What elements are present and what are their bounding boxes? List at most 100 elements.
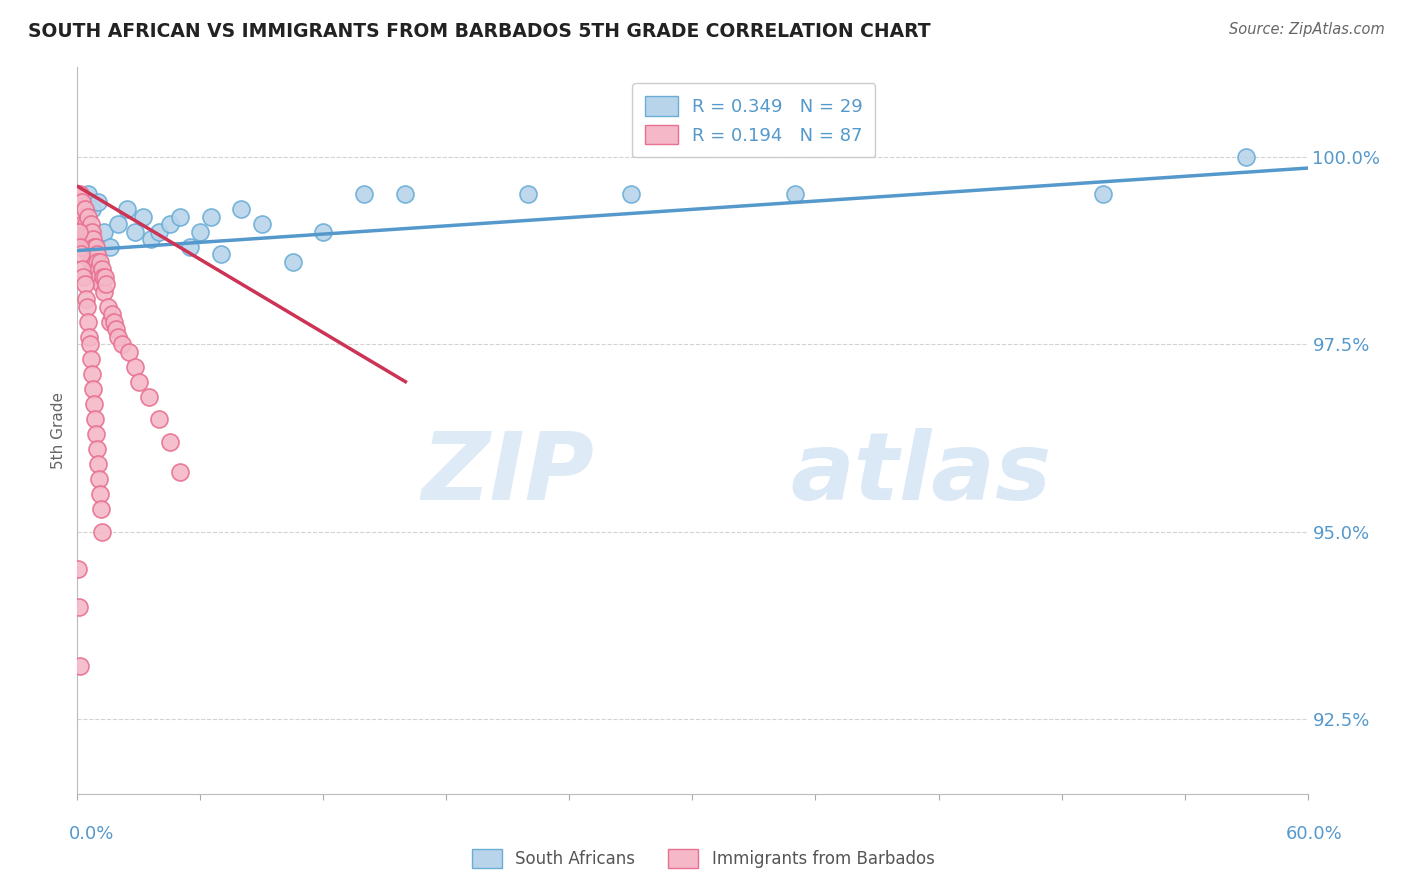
Point: [84, 254, 107, 268]
Point: [169, 465, 191, 479]
Point: [90, 524, 114, 539]
Point: [67, 187, 90, 202]
Point: [76, 240, 98, 254]
Point: [111, 337, 134, 351]
Point: [132, 210, 155, 224]
Point: [80, 254, 103, 268]
Point: [86, 442, 108, 457]
Y-axis label: 5th Grade: 5th Grade: [51, 392, 66, 469]
Point: [76, 225, 98, 239]
Point: [82, 247, 104, 261]
Legend: R = 0.349   N = 29, R = 0.194   N = 87: R = 0.349 N = 29, R = 0.194 N = 87: [633, 83, 876, 157]
Point: [87, 262, 110, 277]
Point: [84, 427, 107, 442]
Point: [90, 502, 112, 516]
Point: [105, 322, 128, 336]
Point: [76, 300, 98, 314]
Point: [82, 225, 104, 239]
Point: [353, 187, 375, 202]
Point: [72, 210, 94, 224]
Point: [124, 359, 146, 374]
Point: [69, 187, 91, 202]
Point: [72, 210, 94, 224]
Point: [128, 375, 150, 389]
Point: [67, 225, 90, 239]
Point: [86, 247, 108, 261]
Point: [94, 277, 117, 292]
Point: [70, 247, 93, 261]
Point: [103, 315, 125, 329]
Text: atlas: atlas: [792, 428, 1052, 520]
Point: [200, 210, 222, 224]
Text: Source: ZipAtlas.com: Source: ZipAtlas.com: [1229, 22, 1385, 37]
Point: [67, 194, 90, 209]
Point: [281, 254, 304, 268]
Point: [179, 240, 201, 254]
Point: [67, 562, 90, 576]
Point: [1091, 187, 1114, 202]
Point: [86, 254, 108, 268]
Point: [83, 397, 105, 411]
Point: [87, 457, 110, 471]
Point: [75, 240, 97, 254]
Point: [76, 315, 98, 329]
Point: [93, 285, 115, 299]
Point: [89, 254, 111, 268]
Point: [72, 217, 94, 231]
Point: [73, 202, 96, 217]
Point: [70, 217, 93, 231]
Point: [69, 659, 91, 673]
Point: [80, 202, 103, 217]
Point: [79, 240, 101, 254]
Point: [87, 194, 110, 209]
Point: [82, 382, 104, 396]
Point: [80, 240, 103, 254]
Text: SOUTH AFRICAN VS IMMIGRANTS FROM BARBADOS 5TH GRADE CORRELATION CHART: SOUTH AFRICAN VS IMMIGRANTS FROM BARBADO…: [28, 22, 931, 41]
Point: [79, 337, 101, 351]
Point: [79, 217, 101, 231]
Point: [75, 292, 97, 306]
Point: [72, 269, 94, 284]
Text: 0.0%: 0.0%: [69, 825, 114, 843]
Point: [93, 225, 115, 239]
Legend: South Africans, Immigrants from Barbados: South Africans, Immigrants from Barbados: [465, 843, 941, 875]
Point: [72, 262, 94, 277]
Point: [79, 225, 101, 239]
Point: [82, 232, 104, 246]
Point: [188, 225, 212, 239]
Point: [169, 210, 191, 224]
Point: [67, 599, 90, 614]
Point: [77, 329, 100, 343]
Point: [231, 202, 253, 217]
Point: [89, 487, 111, 501]
Point: [98, 315, 121, 329]
Point: [107, 217, 129, 231]
Point: [84, 240, 107, 254]
Point: [75, 225, 97, 239]
Point: [83, 262, 105, 277]
Point: [94, 269, 117, 284]
Point: [312, 225, 335, 239]
Point: [97, 300, 120, 314]
Point: [69, 210, 91, 224]
Point: [115, 202, 138, 217]
Point: [783, 187, 806, 202]
Point: [141, 232, 163, 246]
Point: [148, 225, 170, 239]
Point: [76, 187, 98, 202]
Point: [73, 277, 96, 292]
Point: [84, 262, 107, 277]
Point: [83, 247, 105, 261]
Point: [83, 240, 105, 254]
Point: [117, 344, 139, 359]
Point: [517, 187, 540, 202]
Point: [83, 412, 105, 426]
Point: [90, 262, 114, 277]
Text: ZIP: ZIP: [422, 428, 595, 520]
Point: [159, 217, 181, 231]
Text: 60.0%: 60.0%: [1286, 825, 1343, 843]
Point: [67, 202, 90, 217]
Point: [138, 390, 160, 404]
Point: [70, 202, 93, 217]
Point: [124, 225, 146, 239]
